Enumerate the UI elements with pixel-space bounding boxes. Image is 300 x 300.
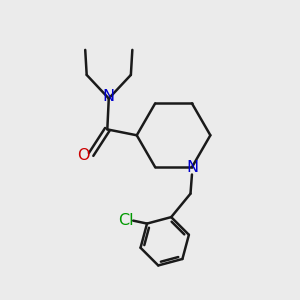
- Text: N: N: [186, 160, 198, 175]
- Text: O: O: [77, 148, 90, 164]
- Text: N: N: [103, 89, 115, 104]
- Text: Cl: Cl: [118, 213, 134, 228]
